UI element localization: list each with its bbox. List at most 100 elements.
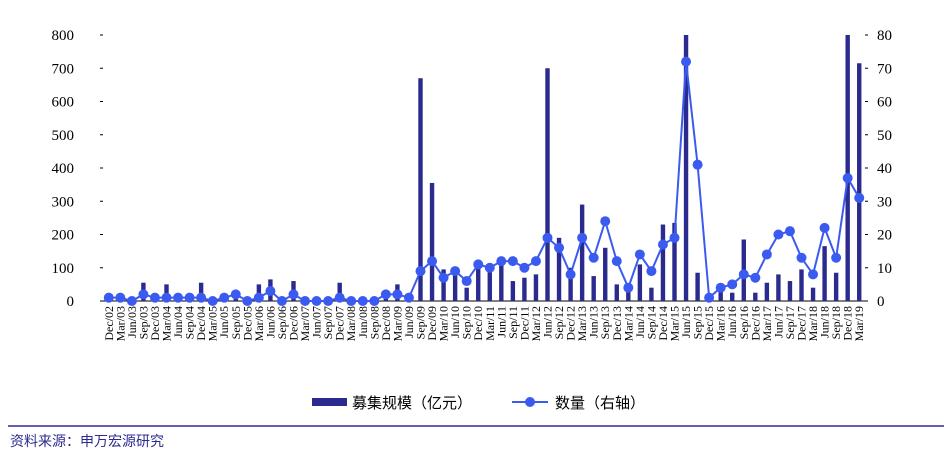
bar <box>810 287 816 301</box>
x-tick-label: Sep/14 <box>644 306 658 339</box>
bar <box>833 272 839 301</box>
bar <box>545 68 550 301</box>
x-tick-label: Sep/09 <box>414 306 428 339</box>
legend-label: 数量（右轴） <box>555 395 645 412</box>
x-tick-label: Jun/03 <box>125 306 139 338</box>
x-tick-label: Dec/18 <box>841 306 855 341</box>
point <box>554 242 565 253</box>
x-tick-label: Jun/06 <box>263 306 277 338</box>
x-tick-label: Mar/04 <box>160 306 174 341</box>
point <box>265 286 276 297</box>
point <box>242 296 253 306</box>
x-tick-label: Mar/07 <box>298 306 312 341</box>
bar <box>556 237 562 301</box>
y2-tick-label: 30 <box>877 194 892 210</box>
bar <box>603 247 608 301</box>
bar <box>464 287 469 301</box>
point <box>611 256 622 267</box>
point <box>715 282 726 293</box>
point <box>784 226 795 237</box>
y-tick-label: 800 <box>52 28 75 44</box>
y-tick-label: 600 <box>52 95 75 111</box>
x-tick-label: Dec/03 <box>148 306 162 341</box>
point <box>646 266 657 277</box>
x-tick-label: Jun/14 <box>633 306 647 338</box>
point <box>704 292 715 303</box>
point <box>196 292 207 303</box>
bar <box>683 35 689 301</box>
bar <box>579 204 585 301</box>
x-tick-label: Dec/17 <box>795 306 809 341</box>
x-tick-label: Sep/10 <box>460 306 474 339</box>
point <box>808 269 819 280</box>
x-tick-label: Sep/03 <box>136 306 150 339</box>
y2-tick-label: 50 <box>877 128 892 144</box>
x-tick-label: Sep/07 <box>321 306 335 339</box>
y2-tick-label: 0 <box>877 294 885 310</box>
point <box>450 266 461 277</box>
x-tick-label: Dec/10 <box>471 306 485 341</box>
point <box>461 276 472 287</box>
point <box>565 269 576 280</box>
x-tick-label: Sep/16 <box>737 306 751 339</box>
x-tick-label: Jun/04 <box>171 306 185 338</box>
legend-label: 募集规模（亿元） <box>352 395 472 412</box>
point <box>207 296 218 306</box>
point <box>369 296 380 306</box>
point <box>311 296 322 306</box>
point <box>346 296 357 306</box>
point <box>727 279 738 290</box>
x-tick-label: Jun/15 <box>679 306 693 338</box>
bar <box>499 261 504 301</box>
x-tick-label: Jun/05 <box>217 306 231 338</box>
point <box>380 289 391 300</box>
point <box>750 272 761 283</box>
bar <box>857 63 862 302</box>
point <box>115 292 126 303</box>
bar <box>822 246 827 301</box>
y2-tick-label: 40 <box>877 161 892 177</box>
bar <box>510 281 516 301</box>
bar <box>452 271 458 301</box>
y-tick-label: 200 <box>52 228 75 244</box>
x-tick-label: Dec/05 <box>240 306 254 341</box>
y2-tick-label: 20 <box>877 228 892 244</box>
x-tick-label: Sep/05 <box>229 306 243 339</box>
bar <box>614 284 619 301</box>
bar <box>787 281 793 301</box>
bar <box>441 269 446 301</box>
bar <box>591 276 596 301</box>
legend-swatch <box>525 397 535 407</box>
point <box>253 292 264 303</box>
x-tick-label: Sep/06 <box>275 306 289 339</box>
bar <box>429 182 435 301</box>
line <box>108 61 861 303</box>
bar <box>672 222 677 301</box>
x-tick-label: Dec/04 <box>194 306 208 341</box>
bar <box>799 269 804 301</box>
x-tick-label: Dec/08 <box>379 306 393 341</box>
source: 资料来源：申万宏源研究 <box>10 434 164 450</box>
point <box>173 292 184 303</box>
x-tick-label: Sep/11 <box>506 306 520 339</box>
y2-tick-label: 60 <box>877 95 892 111</box>
x-tick-label: Dec/11 <box>517 306 531 340</box>
x-tick-label: Jun/09 <box>402 306 416 338</box>
x-tick-label: Jun/16 <box>725 306 739 338</box>
x-tick-label: Mar/11 <box>483 306 497 341</box>
x-tick-label: Sep/13 <box>598 306 612 339</box>
bar <box>337 282 342 301</box>
point <box>334 292 345 303</box>
y2-tick-label: 10 <box>877 261 892 277</box>
y-tick-label: 100 <box>52 261 75 277</box>
x-tick-label: Mar/06 <box>252 306 266 341</box>
x-tick-label: Jun/08 <box>356 306 370 338</box>
x-tick-label: Mar/18 <box>806 306 820 341</box>
x-tick-label: Mar/08 <box>344 306 358 341</box>
point <box>230 289 241 300</box>
x-tick-label: Sep/18 <box>829 306 843 339</box>
x-tick-label: Dec/02 <box>102 306 116 341</box>
point <box>184 292 195 303</box>
x-tick-label: Mar/14 <box>621 306 635 341</box>
x-tick-label: Mar/19 <box>852 306 866 341</box>
